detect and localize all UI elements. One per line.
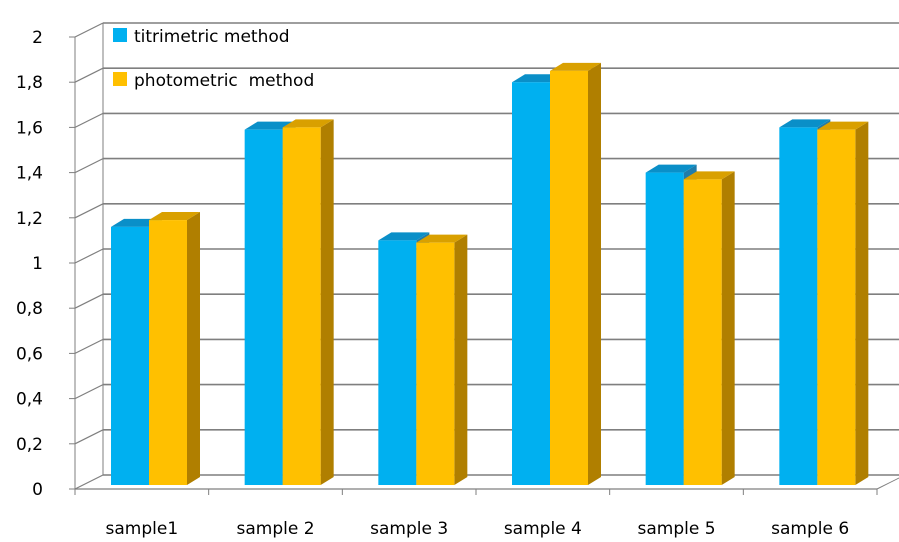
- bar-top-face: [779, 119, 831, 128]
- bar-top-face: [550, 62, 601, 71]
- bars-layer: [111, 62, 869, 486]
- bar-side-face: [721, 171, 735, 485]
- gridline-diagonal: [74, 474, 104, 490]
- bar-side-face: [320, 119, 334, 486]
- x-tick-label: sample1: [106, 519, 179, 539]
- bar-top-face: [282, 119, 334, 128]
- bar-side-face: [588, 62, 601, 486]
- y-tick-label: 1,6: [16, 118, 43, 138]
- bar-front-face: [378, 240, 417, 485]
- legend-label-photometric: photometric method: [134, 71, 314, 91]
- y-tick-label: 1,8: [16, 73, 43, 93]
- y-tick-label: 1,2: [16, 209, 43, 229]
- legend-swatch-titrimetric: [113, 28, 127, 42]
- grid-layer: [74, 22, 899, 490]
- x-tick-label: sample 6: [771, 519, 849, 539]
- legend-label-titrimetric: titrimetric method: [134, 27, 290, 47]
- gridline-diagonal: [74, 203, 104, 219]
- bar-side-face: [187, 212, 200, 485]
- y-tick-label: 0,6: [16, 344, 43, 364]
- gridline-diagonal: [74, 67, 104, 83]
- bar-front-face: [683, 179, 722, 485]
- bar: [817, 121, 869, 485]
- bar-front-face: [416, 242, 455, 485]
- bar: [149, 212, 200, 485]
- gridline-diagonal: [74, 293, 104, 309]
- bar-front-face: [779, 127, 818, 486]
- y-tick-label: 0,4: [16, 390, 43, 410]
- bar-front-face: [282, 127, 321, 486]
- y-tick-label: 1: [32, 254, 43, 274]
- y-tick-label: 0,8: [16, 299, 43, 319]
- x-tick-label: sample 2: [236, 519, 314, 539]
- bar: [550, 62, 601, 486]
- bar-top-face: [416, 234, 468, 243]
- bar-top-face: [683, 171, 735, 180]
- bar-top-face: [645, 164, 697, 173]
- floor-edge: [876, 477, 899, 490]
- gridline-diagonal: [74, 158, 104, 174]
- bar-top-face: [378, 232, 430, 241]
- bar-front-face: [149, 220, 187, 485]
- x-tick-label: sample 3: [370, 519, 448, 539]
- bar-front-face: [244, 129, 283, 485]
- y-tick-label: 1,4: [16, 164, 43, 184]
- gridline-diagonal: [74, 22, 104, 38]
- bar-top-face: [817, 121, 869, 130]
- gridline-diagonal: [74, 384, 104, 400]
- bar-front-face: [645, 172, 684, 485]
- x-tick-label: sample 4: [504, 519, 582, 539]
- bar: [416, 234, 468, 485]
- bar: [683, 171, 735, 485]
- bar-top-face: [149, 212, 200, 221]
- bar-side-face: [855, 121, 869, 485]
- legend-swatch-photometric: [113, 72, 127, 86]
- bar: [282, 119, 334, 486]
- gridline-diagonal: [74, 338, 104, 354]
- y-tick-label: 0: [32, 480, 43, 500]
- axis-layer: 0 0,2 0,4 0,6 0,8 1 1,2 1,4 1,6 1,8 2 sample1 sample…: [16, 28, 878, 539]
- bar-side-face: [454, 234, 468, 485]
- bar-front-face: [817, 129, 856, 485]
- x-tick-label: sample 5: [637, 519, 715, 539]
- gridline-diagonal: [74, 248, 104, 264]
- y-tick-label: 0,2: [16, 435, 43, 455]
- gridline-diagonal: [74, 429, 104, 445]
- bar-front-face: [111, 226, 149, 485]
- bar-front-face: [512, 82, 550, 485]
- gridline-diagonal: [74, 112, 104, 128]
- legend: titrimetric method photometric method: [113, 27, 314, 91]
- bar-front-face: [550, 70, 588, 486]
- y-tick-label: 2: [32, 28, 43, 48]
